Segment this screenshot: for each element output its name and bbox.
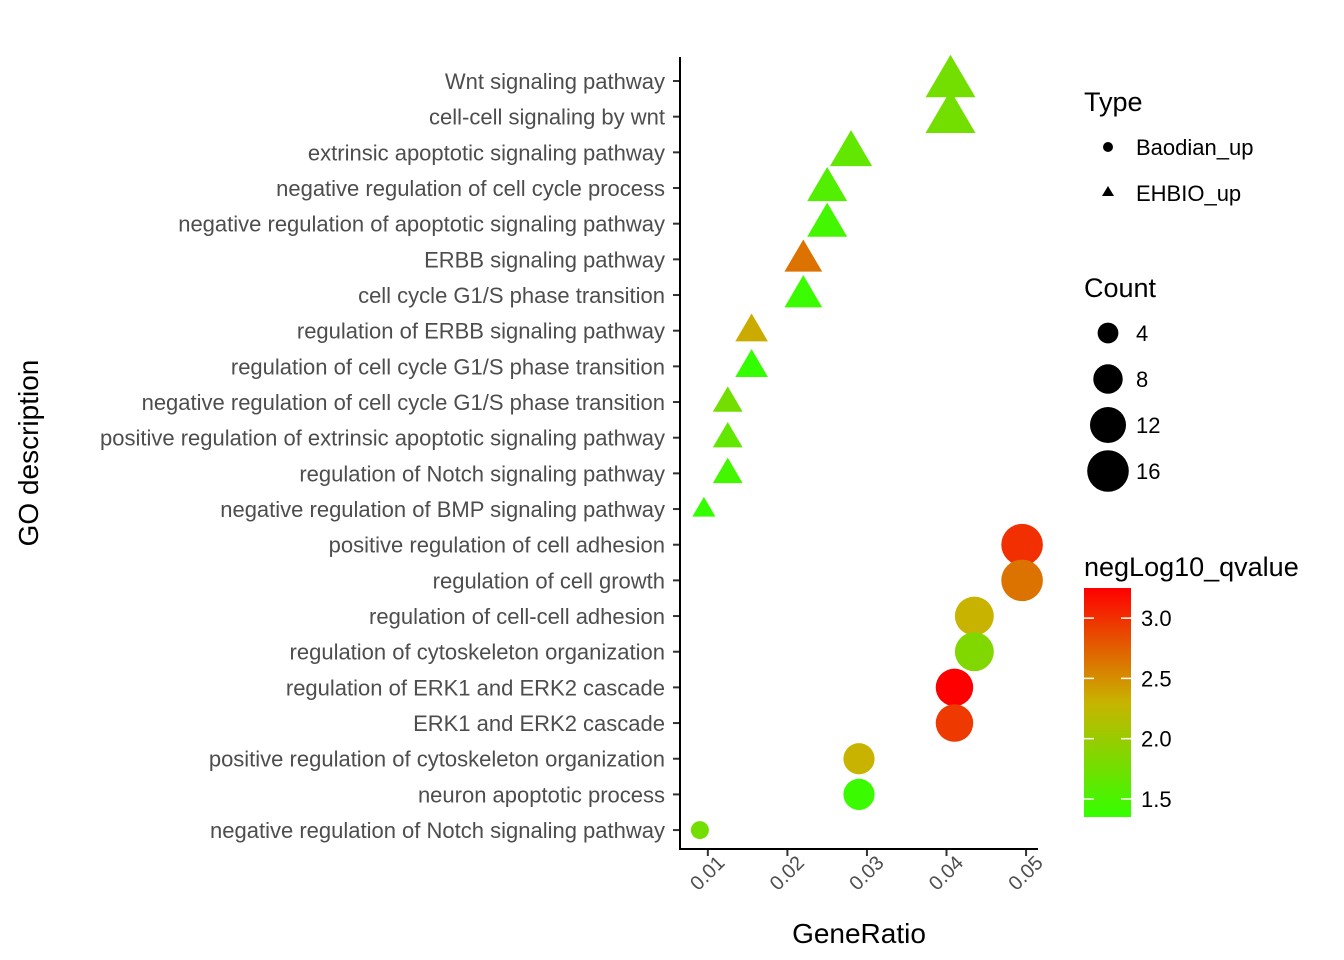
y-tick-label: negative regulation of BMP signaling pat… (220, 497, 665, 522)
y-tick-label: negative regulation of cell cycle proces… (276, 176, 665, 201)
data-point-triangle (807, 166, 848, 202)
y-tick-label: positive regulation of cell adhesion (329, 533, 665, 558)
data-point-circle (843, 743, 875, 775)
data-point-circle (1001, 523, 1043, 566)
y-tick-label: Wnt signaling pathway (445, 69, 665, 94)
x-tick-label: 0.05 (1005, 852, 1048, 895)
count-legend-label: 12 (1136, 413, 1160, 438)
y-tick-label: regulation of Notch signaling pathway (299, 461, 665, 486)
count-legend-key (1089, 406, 1127, 444)
type-legend-key-triangle (1102, 186, 1114, 196)
x-tick-label: 0.03 (845, 852, 888, 895)
count-legend: Count 4 8 12 16 (1084, 273, 1160, 492)
y-axis-labels: Wnt signaling pathway cell-cell signaling… (100, 69, 665, 843)
color-legend: negLog10_qvalue 1.5 2.0 2.5 3.0 (1084, 552, 1299, 817)
y-axis-ticks (673, 80, 680, 832)
y-tick-label: positive regulation of extrinsic apoptot… (100, 426, 665, 451)
x-tick-label: 0.04 (925, 852, 968, 895)
data-point-triangle (735, 313, 768, 342)
data-point-triangle (712, 422, 743, 448)
y-tick-label: neuron apoptotic process (418, 782, 665, 807)
data-point-circle (954, 632, 994, 672)
count-legend-label: 16 (1136, 459, 1160, 484)
data-point-circle (935, 704, 974, 742)
x-tick-label: 0.01 (686, 852, 729, 895)
count-legend-label: 4 (1136, 321, 1148, 346)
data-point-circle (935, 668, 974, 707)
y-tick-label: regulation of ERBB signaling pathway (297, 319, 665, 344)
data-point-triangle (784, 275, 823, 308)
data-point-triangle (712, 386, 743, 412)
data-point-triangle (807, 202, 848, 237)
data-point-circle (954, 596, 994, 636)
data-point-circle (1001, 559, 1043, 602)
color-bar-label: 2.5 (1141, 666, 1172, 691)
y-tick-label: regulation of ERK1 and ERK2 cascade (286, 675, 665, 700)
count-legend-key (1093, 364, 1123, 394)
color-bar (1084, 588, 1131, 817)
count-legend-title: Count (1084, 273, 1157, 303)
y-tick-label: cell cycle G1/S phase transition (358, 283, 665, 308)
color-legend-title: negLog10_qvalue (1084, 552, 1299, 582)
y-tick-label: regulation of cell growth (433, 568, 665, 593)
color-bar-label: 1.5 (1141, 787, 1172, 812)
y-tick-label: ERK1 and ERK2 cascade (413, 711, 665, 736)
type-legend-title: Type (1084, 87, 1143, 117)
type-legend-label-ehbio: EHBIO_up (1136, 181, 1241, 206)
data-point-circle (843, 778, 875, 811)
data-points (690, 54, 1043, 840)
y-tick-label: regulation of cytoskeleton organization (290, 640, 665, 665)
data-point-triangle (712, 457, 743, 484)
type-legend: Type Baodian_up EHBIO_up (1084, 87, 1253, 206)
y-axis-title: GO description (13, 360, 44, 547)
y-tick-label: regulation of cell-cell adhesion (369, 604, 665, 629)
data-point-triangle (925, 90, 976, 133)
data-point-circle (690, 821, 709, 840)
count-legend-key (1097, 322, 1119, 344)
count-legend-label: 8 (1136, 367, 1148, 392)
y-tick-label: negative regulation of apoptotic signali… (178, 212, 665, 237)
data-point-triangle (829, 130, 873, 167)
type-legend-key-circle (1103, 142, 1113, 152)
color-bar-label: 3.0 (1141, 606, 1172, 631)
count-legend-key (1087, 450, 1129, 492)
y-tick-label: negative regulation of Notch signaling p… (210, 818, 665, 843)
data-point-triangle (925, 54, 976, 98)
data-point-triangle (692, 496, 716, 517)
x-tick-label: 0.02 (766, 852, 809, 895)
x-axis-ticks (706, 849, 1028, 856)
x-axis-tick-labels: 0.01 0.02 0.03 0.04 0.05 (686, 852, 1047, 895)
y-tick-label: cell-cell signaling by wnt (429, 105, 665, 130)
color-bar-label: 2.0 (1141, 727, 1172, 752)
y-tick-label: ERBB signaling pathway (424, 247, 665, 272)
y-tick-label: regulation of cell cycle G1/S phase tran… (231, 354, 665, 379)
y-tick-label: negative regulation of cell cycle G1/S p… (142, 390, 665, 415)
x-axis-title: GeneRatio (792, 918, 926, 949)
y-tick-label: positive regulation of cytoskeleton orga… (209, 747, 665, 772)
data-point-triangle (784, 239, 823, 272)
y-tick-label: extrinsic apoptotic signaling pathway (308, 140, 665, 165)
type-legend-label-baodian: Baodian_up (1136, 135, 1253, 160)
data-point-triangle (735, 349, 768, 378)
